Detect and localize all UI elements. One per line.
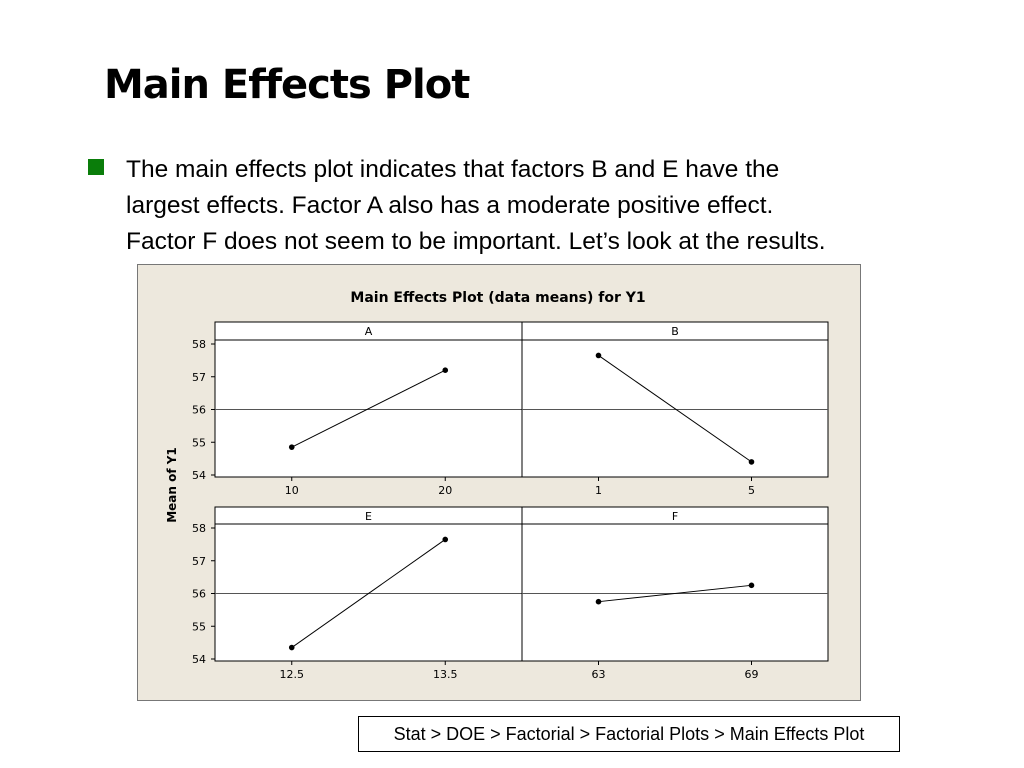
data-point-b-0: [595, 352, 602, 359]
x-tick-label-e-1: 13.5: [433, 668, 458, 681]
data-point-a-0: [288, 444, 295, 450]
panel-label-e: E: [365, 510, 372, 523]
slide-title: Main Effects Plot: [104, 62, 470, 108]
y-tick-label-58: 58: [192, 522, 206, 535]
main-effects-chart: Main Effects Plot (data means) for Y1 Mea…: [137, 264, 861, 701]
x-tick-label-b-0: 1: [595, 484, 602, 497]
data-point-e-0: [288, 644, 295, 651]
y-tick-label-56: 56: [192, 404, 206, 417]
panel-label-b: B: [671, 325, 679, 338]
bullet-line-1: The main effects plot indicates that fac…: [126, 156, 780, 183]
x-tick-label-a-0: 10: [285, 484, 299, 497]
data-point-a-1: [442, 367, 449, 373]
x-tick-label-f-0: 63: [592, 668, 606, 681]
y-tick-label-57: 57: [192, 555, 206, 568]
y-tick-label-55: 55: [192, 620, 206, 633]
series-line-e: [291, 539, 446, 648]
y-tick-label-57: 57: [192, 371, 206, 384]
panel-plot-f: [521, 523, 829, 662]
x-tick-label-a-1: 20: [438, 484, 452, 497]
menu-path-caption: Stat > DOE > Factorial > Factorial Plots…: [358, 716, 900, 752]
y-tick-label-56: 56: [192, 588, 206, 601]
chart-svg: Main Effects Plot (data means) for Y1 Mea…: [165, 290, 829, 681]
x-tick-label-e-0: 12.5: [280, 668, 305, 681]
panel-plot-e: [214, 523, 523, 662]
bullet-square-icon: [88, 159, 104, 175]
y-tick-label-54: 54: [192, 653, 206, 666]
y-tick-label-58: 58: [192, 338, 206, 351]
panel-label-a: A: [365, 325, 373, 338]
data-point-b-1: [748, 459, 755, 465]
series-line-b: [598, 355, 752, 463]
y-tick-label-54: 54: [192, 469, 206, 482]
bullet-line-2: largest effects. Factor A also has a mod…: [126, 192, 774, 219]
y-tick-label-55: 55: [192, 436, 206, 449]
bullet-line-3: Factor F does not seem to be important. …: [126, 228, 826, 255]
data-point-e-1: [442, 536, 449, 543]
bullet-text: The main effects plot indicates that fac…: [126, 152, 986, 260]
x-tick-label-b-1: 5: [748, 484, 755, 497]
data-point-f-1: [748, 582, 755, 589]
data-point-f-0: [595, 598, 602, 605]
chart-title: Main Effects Plot (data means) for Y1: [350, 290, 645, 306]
panel-label-f: F: [672, 510, 678, 523]
series-line-a: [291, 369, 446, 448]
y-axis-label: Mean of Y1: [165, 447, 179, 523]
x-tick-label-f-1: 69: [745, 668, 759, 681]
series-line-f: [598, 584, 752, 603]
